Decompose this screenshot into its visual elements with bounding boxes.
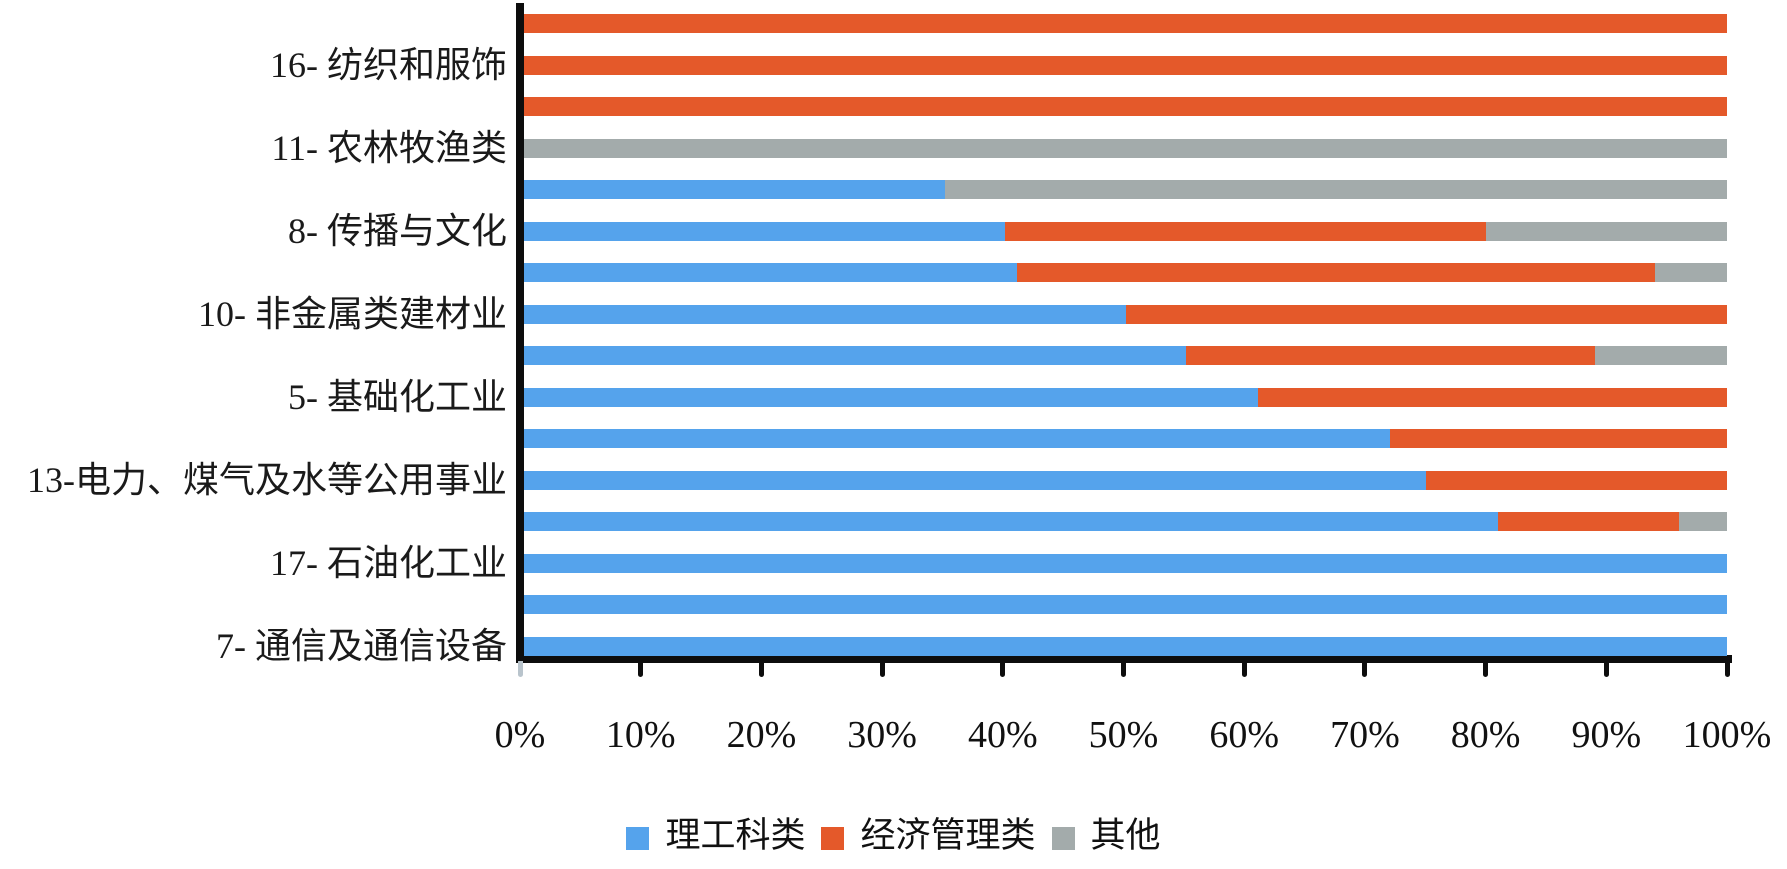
axis-tick-label: 90%	[1571, 714, 1642, 756]
bar-segment-经济管理类	[1390, 429, 1727, 448]
bar-segment-理工科类	[524, 263, 1018, 282]
bar-segment-理工科类	[524, 512, 1499, 531]
bar-segment-理工科类	[524, 304, 1126, 324]
category-label: 7- 通信及通信设备	[216, 626, 507, 666]
bar-segment-经济管理类	[1185, 346, 1595, 365]
bar-segment-理工科类	[524, 387, 1258, 407]
bar-row	[524, 636, 1727, 656]
legend-item: 其他	[1051, 812, 1161, 860]
bar-row	[524, 470, 1727, 490]
legend-swatch-理工科类	[626, 826, 650, 850]
bar-segment-经济管理类	[1005, 221, 1487, 241]
bar-segment-理工科类	[524, 553, 1727, 573]
axis-tick-label: 50%	[1088, 714, 1159, 756]
bar-row	[524, 512, 1727, 531]
bar-row	[524, 14, 1727, 33]
bar-segment-经济管理类	[1257, 387, 1727, 407]
axis-tick	[879, 661, 885, 677]
y-axis-line	[516, 3, 524, 663]
legend-label: 其他	[1090, 816, 1161, 855]
axis-tick	[1724, 661, 1730, 677]
bar-segment-其他	[945, 180, 1727, 199]
bar-row	[524, 387, 1727, 407]
axis-tick-label: 10%	[605, 714, 676, 756]
bar-segment-经济管理类	[1498, 512, 1679, 531]
bar-segment-经济管理类	[524, 14, 1727, 33]
bar-row	[524, 55, 1727, 75]
axis-tick	[1603, 661, 1609, 677]
category-label: 11- 农林牧渔类	[271, 128, 507, 168]
x-axis-line	[516, 655, 1732, 663]
axis-tick	[758, 661, 764, 677]
bar-segment-理工科类	[524, 180, 946, 199]
bar-segment-经济管理类	[1125, 304, 1727, 324]
category-label: 16- 纺织和服饰	[270, 45, 507, 85]
axis-tick-label: 20%	[726, 714, 797, 756]
bar-segment-其他	[1486, 221, 1727, 241]
bar-segment-其他	[1654, 263, 1727, 282]
bar-row	[524, 263, 1727, 282]
category-label: 10- 非金属类建材业	[198, 294, 507, 334]
legend-item: 理工科类	[626, 812, 805, 860]
bar-row	[524, 429, 1727, 448]
bar-segment-经济管理类	[524, 55, 1727, 75]
bar-row	[524, 595, 1727, 614]
axis-tick-label: 80%	[1450, 714, 1521, 756]
bar-row	[524, 304, 1727, 324]
bar-segment-经济管理类	[1017, 263, 1655, 282]
bar-segment-理工科类	[524, 346, 1186, 365]
axis-tick-label: 0%	[494, 714, 546, 756]
axis-tick	[1483, 661, 1489, 677]
legend-label: 经济管理类	[860, 816, 1036, 855]
bar-row	[524, 138, 1727, 158]
bar-segment-其他	[524, 138, 1727, 158]
legend: 理工科类 经济管理类 其他	[0, 812, 1787, 860]
axis-tick	[1241, 661, 1247, 677]
bar-segment-理工科类	[524, 470, 1427, 490]
axis-tick	[517, 661, 523, 677]
bar-row	[524, 346, 1727, 365]
legend-swatch-经济管理类	[821, 826, 845, 850]
axis-tick	[638, 661, 644, 677]
bar-segment-经济管理类	[1426, 470, 1727, 490]
category-label: 13-电力、煤气及水等公用事业	[27, 460, 507, 500]
axis-tick-label: 100%	[1682, 714, 1772, 756]
axis-tick	[1362, 661, 1368, 677]
bar-row	[524, 97, 1727, 116]
axis-tick	[1000, 661, 1006, 677]
axis-tick-label: 30%	[847, 714, 917, 756]
axis-tick	[1121, 661, 1126, 677]
bar-segment-其他	[1678, 512, 1727, 531]
axis-tick-label: 40%	[967, 714, 1038, 756]
bar-segment-理工科类	[524, 595, 1727, 614]
axis-tick-label: 70%	[1330, 714, 1400, 756]
bar-segment-理工科类	[524, 636, 1727, 656]
legend-label: 理工科类	[665, 816, 806, 855]
bar-segment-其他	[1594, 346, 1727, 365]
bar-row	[524, 553, 1727, 573]
bar-segment-理工科类	[524, 221, 1006, 241]
legend-item: 经济管理类	[821, 812, 1036, 860]
axis-tick-label: 60%	[1209, 714, 1280, 756]
bar-row	[524, 221, 1727, 241]
category-label: 8- 传播与文化	[288, 211, 507, 251]
category-label: 17- 石油化工业	[270, 543, 507, 583]
bar-segment-经济管理类	[524, 97, 1727, 116]
bar-segment-理工科类	[524, 429, 1391, 448]
legend-swatch-其他	[1051, 826, 1075, 850]
category-label: 5- 基础化工业	[288, 377, 507, 417]
bar-row	[524, 180, 1727, 199]
